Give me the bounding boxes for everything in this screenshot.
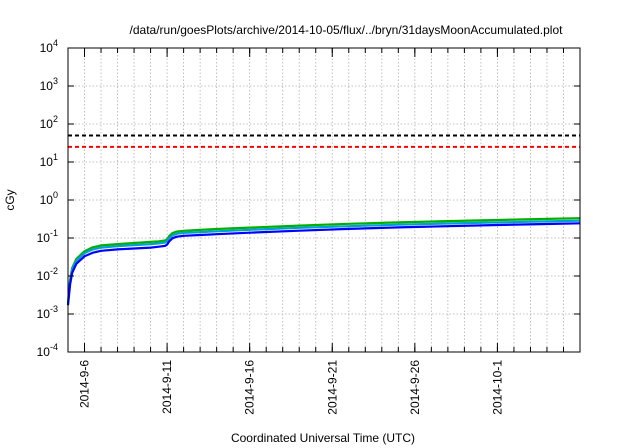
grid xyxy=(68,48,580,352)
y-axis-label: cGy xyxy=(3,189,17,210)
axis-ticks: 10-4 10-3 10-2 10-1 100 101 102 103 104 2014-9-6 2… xyxy=(37,38,580,415)
y-tick-label: 10-2 xyxy=(37,266,58,283)
y-tick-label: 10-3 xyxy=(37,304,58,321)
series-line xyxy=(66,219,581,304)
y-tick-label: 104 xyxy=(40,38,58,55)
x-tick-label: 2014-9-21 xyxy=(325,360,339,415)
series-line xyxy=(66,222,581,306)
threshold-lines xyxy=(68,134,580,148)
series-lines xyxy=(66,217,581,306)
y-tick-label: 100 xyxy=(40,190,58,207)
y-tick-label: 102 xyxy=(40,114,58,131)
x-tick-label: 2014-10-1 xyxy=(490,360,504,415)
x-tick-label: 2014-9-11 xyxy=(160,360,174,414)
y-tick-label: 10-4 xyxy=(37,342,58,359)
x-tick-label: 2014-9-16 xyxy=(243,360,257,415)
y-tick-label: 101 xyxy=(40,152,58,169)
x-tick-label: 2014-9-26 xyxy=(408,360,422,415)
x-axis-label: Coordinated Universal Time (UTC) xyxy=(231,431,415,445)
chart-title: /data/run/goesPlots/archive/2014-10-05/f… xyxy=(130,23,564,37)
x-tick-label: 2014-9-6 xyxy=(78,360,92,408)
series-line xyxy=(66,217,581,303)
y-tick-label: 10-1 xyxy=(37,228,58,245)
y-tick-label: 103 xyxy=(40,76,58,93)
